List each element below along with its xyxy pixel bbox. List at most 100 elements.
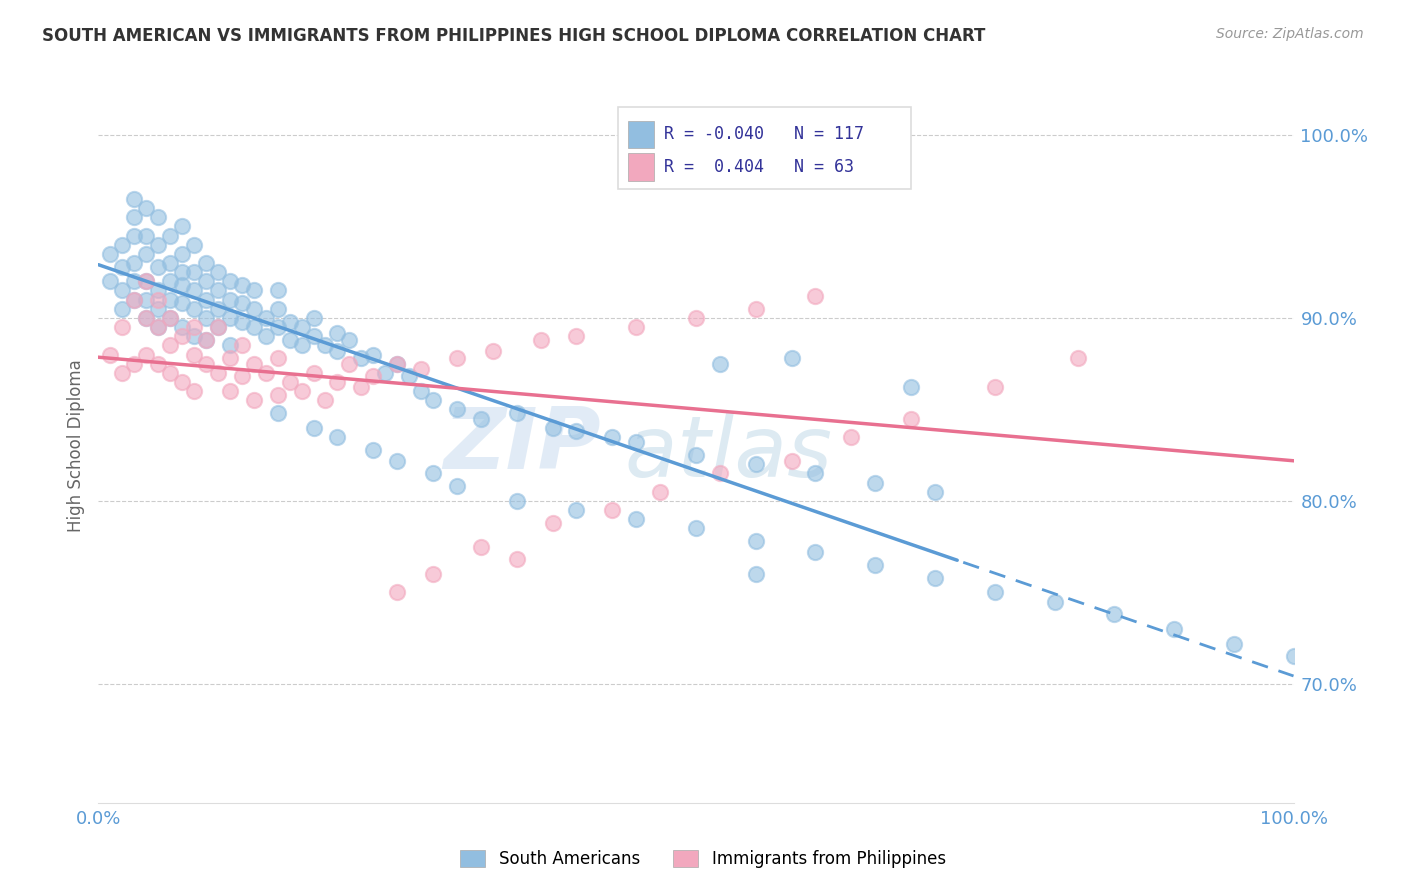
Point — [135, 310, 157, 325]
Point — [984, 380, 1007, 394]
Point — [111, 366, 134, 380]
Point — [207, 320, 229, 334]
Point — [602, 430, 624, 444]
Point — [291, 384, 314, 398]
Point — [111, 320, 134, 334]
Point — [422, 393, 444, 408]
Point — [339, 333, 361, 347]
Point — [219, 351, 242, 366]
Point — [148, 284, 170, 298]
Point — [1043, 594, 1066, 608]
Point — [135, 274, 157, 288]
Point — [315, 393, 337, 408]
Point — [541, 420, 564, 434]
Point — [231, 277, 253, 292]
Point — [172, 247, 194, 261]
Legend: South Americans, Immigrants from Philippines: South Americans, Immigrants from Philipp… — [454, 843, 952, 875]
Point — [924, 484, 946, 499]
Point — [804, 289, 827, 303]
Point — [865, 558, 887, 572]
Point — [446, 402, 468, 417]
Bar — [628, 153, 654, 180]
Point — [302, 329, 325, 343]
Point — [219, 274, 242, 288]
Point — [159, 310, 181, 325]
Point — [374, 366, 396, 380]
Point — [745, 301, 768, 316]
Point — [745, 567, 768, 582]
Point — [172, 329, 194, 343]
Point — [481, 343, 505, 358]
Text: R = -0.040   N = 117: R = -0.040 N = 117 — [664, 125, 863, 143]
Point — [350, 351, 373, 366]
Point — [148, 301, 170, 316]
Point — [385, 585, 409, 599]
Point — [135, 293, 157, 307]
Point — [1104, 607, 1126, 622]
Point — [195, 333, 218, 347]
Point — [267, 301, 290, 316]
Point — [172, 265, 194, 279]
Point — [195, 333, 218, 347]
Point — [841, 430, 863, 444]
Point — [159, 228, 181, 243]
Point — [278, 375, 301, 389]
Point — [267, 284, 290, 298]
Point — [267, 320, 290, 334]
Point — [278, 315, 301, 329]
Point — [315, 338, 337, 352]
Point — [183, 320, 205, 334]
Point — [804, 467, 827, 481]
Point — [135, 274, 157, 288]
Point — [159, 256, 181, 270]
Point — [135, 247, 157, 261]
Point — [183, 384, 205, 398]
Point — [685, 310, 707, 325]
Point — [135, 310, 157, 325]
Point — [111, 237, 134, 252]
Point — [159, 293, 181, 307]
Point — [326, 343, 349, 358]
Point — [422, 567, 444, 582]
Point — [219, 293, 242, 307]
Point — [254, 329, 277, 343]
Point — [302, 420, 325, 434]
Point — [124, 211, 146, 225]
Point — [148, 211, 170, 225]
Point — [219, 384, 242, 398]
Point — [148, 357, 170, 371]
Point — [470, 411, 492, 425]
Point — [745, 458, 768, 472]
Point — [148, 320, 170, 334]
Point — [302, 310, 325, 325]
Point — [243, 357, 266, 371]
Point — [326, 375, 349, 389]
Point — [148, 293, 170, 307]
Point — [267, 351, 290, 366]
Point — [243, 284, 266, 298]
Point — [602, 503, 624, 517]
Point — [626, 435, 648, 450]
Point — [339, 357, 361, 371]
Point — [98, 247, 122, 261]
Point — [111, 260, 134, 274]
Point — [124, 228, 146, 243]
Point — [267, 406, 290, 420]
Point — [207, 320, 229, 334]
Point — [111, 284, 134, 298]
Point — [506, 406, 529, 420]
Point — [98, 347, 122, 361]
Point — [291, 338, 314, 352]
Point — [350, 380, 373, 394]
Point — [709, 357, 731, 371]
Point — [780, 453, 803, 467]
Point — [124, 192, 146, 206]
Point — [422, 467, 444, 481]
Point — [207, 301, 229, 316]
Point — [231, 315, 253, 329]
Point — [1163, 622, 1185, 636]
Point — [745, 534, 768, 549]
Point — [648, 484, 672, 499]
Point — [172, 320, 194, 334]
Point — [148, 320, 170, 334]
